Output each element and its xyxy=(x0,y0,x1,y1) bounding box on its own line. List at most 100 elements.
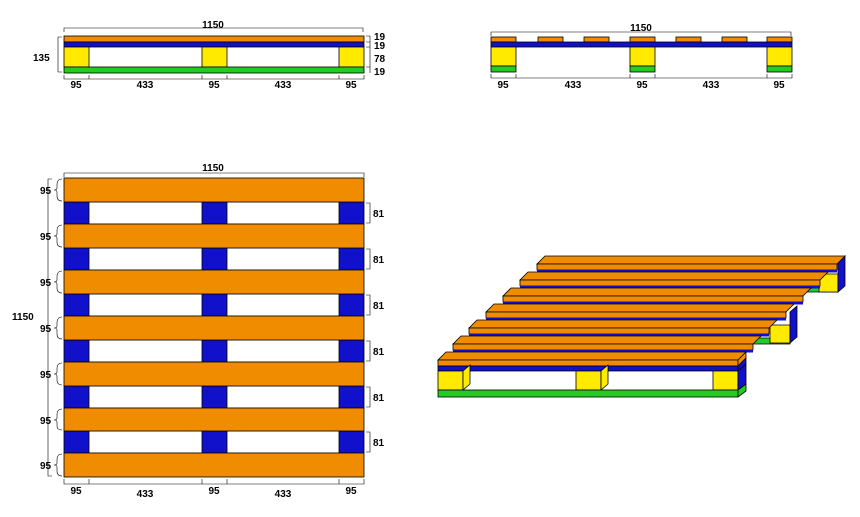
block-top xyxy=(201,201,228,225)
deck-board xyxy=(63,407,365,432)
plan-gap-label: 81 xyxy=(373,347,385,358)
end-bottom-label: 95 xyxy=(773,80,785,91)
side-view: 1150 135 19 19 78 19 95 433 95 433 95 xyxy=(33,20,386,91)
block-top xyxy=(63,247,90,271)
iso-deck-board xyxy=(452,335,762,345)
block-top xyxy=(63,201,90,225)
iso-deck-board xyxy=(519,279,821,287)
block-left xyxy=(63,46,90,68)
iso-block-mid-right xyxy=(769,324,791,344)
plan-bottom-label: 433 xyxy=(137,489,154,500)
end-bottom-label: 95 xyxy=(497,80,509,91)
bottom-board-end xyxy=(629,65,656,73)
end-view: 1150 95 433 95 433 95 xyxy=(490,23,793,91)
iso-deck-board xyxy=(502,287,812,297)
left-brackets xyxy=(47,178,63,477)
iso-block-front-left-side xyxy=(462,364,471,391)
layer-label: 78 xyxy=(374,54,386,65)
layer-label: 19 xyxy=(374,41,386,52)
end-bottom-label: 433 xyxy=(565,80,582,91)
side-bottom-label: 95 xyxy=(208,80,220,91)
block-top xyxy=(201,339,228,363)
top-deck-board xyxy=(63,35,365,43)
plan-left-label: 95 xyxy=(40,324,52,335)
plan-left-label: 95 xyxy=(40,186,52,197)
deck-board-end xyxy=(675,36,702,43)
plan-left-label: 95 xyxy=(40,416,52,427)
block-top xyxy=(63,385,90,409)
bottom-board xyxy=(63,66,365,74)
block-top xyxy=(338,339,365,363)
block-top xyxy=(338,385,365,409)
iso-block-front-right xyxy=(712,370,739,391)
deck-board-end xyxy=(537,36,564,43)
isometric-view xyxy=(437,255,846,398)
end-bottom-label: 95 xyxy=(636,80,648,91)
iso-bottom-board-front xyxy=(437,389,739,398)
iso-deck-board xyxy=(519,271,829,281)
plan-gap-label: 81 xyxy=(373,301,385,312)
iso-deck-board xyxy=(468,319,778,329)
side-view-width-label: 1150 xyxy=(202,20,224,31)
deck-board-end xyxy=(629,36,656,43)
plan-gap-label: 81 xyxy=(373,209,385,220)
plan-left-label: 95 xyxy=(40,278,52,289)
iso-bottom-board-front-side xyxy=(737,383,747,398)
layer-label: 19 xyxy=(374,32,386,43)
deck-board-end xyxy=(766,36,793,43)
plan-view-width-label: 1150 xyxy=(202,163,224,174)
side-view-height-label: 135 xyxy=(33,53,50,64)
block-left xyxy=(490,46,517,67)
block-top xyxy=(338,247,365,271)
deck-board xyxy=(63,223,365,249)
iso-front-stringer xyxy=(437,365,739,372)
iso-block-front-middle-side xyxy=(600,364,609,391)
side-bottom-label: 433 xyxy=(137,80,154,91)
iso-deck-boards xyxy=(437,255,846,367)
iso-deck-board xyxy=(468,327,770,335)
bottom-board-end xyxy=(490,65,517,73)
iso-block-front-left xyxy=(437,370,464,391)
block-top xyxy=(201,385,228,409)
plan-left-label: 95 xyxy=(40,232,52,243)
block-right xyxy=(766,46,793,67)
plan-view: 1150 xyxy=(12,163,385,500)
deck-board xyxy=(63,269,365,295)
block-top xyxy=(338,201,365,225)
plan-gap-label: 81 xyxy=(373,255,385,266)
iso-deck-board xyxy=(502,295,804,303)
plan-left-label: 95 xyxy=(40,370,52,381)
plan-bottom-label: 95 xyxy=(345,486,357,497)
bottom-board-end xyxy=(766,65,793,73)
iso-deck-board xyxy=(452,343,754,351)
deck-board-end xyxy=(721,36,748,43)
deck-board xyxy=(63,361,365,387)
iso-block-front-middle xyxy=(575,370,602,391)
block-top xyxy=(201,430,228,454)
block-top xyxy=(63,430,90,454)
block-top xyxy=(338,430,365,454)
end-bottom-label: 433 xyxy=(703,80,720,91)
plan-bottom-label: 433 xyxy=(275,489,292,500)
block-right xyxy=(338,46,365,68)
iso-deck-board xyxy=(437,351,747,361)
iso-deck-board xyxy=(485,311,787,319)
layer-label: 19 xyxy=(374,67,386,78)
plan-left-label: 95 xyxy=(40,461,52,472)
iso-deck-board xyxy=(485,303,795,313)
right-brackets xyxy=(366,202,371,453)
deck-board-end xyxy=(583,36,610,43)
end-view-width-label: 1150 xyxy=(630,23,652,34)
deck-board xyxy=(63,452,365,478)
iso-deck-board xyxy=(437,359,739,367)
iso-block-mid-right-side xyxy=(789,305,798,344)
deck-board xyxy=(63,315,365,341)
side-bottom-label: 433 xyxy=(275,80,292,91)
block-top xyxy=(63,293,90,317)
block-top xyxy=(338,293,365,317)
plan-bottom-label: 95 xyxy=(208,486,220,497)
plan-gap-label: 81 xyxy=(373,438,385,449)
deck-board-end xyxy=(490,36,517,43)
block-middle xyxy=(201,46,228,68)
